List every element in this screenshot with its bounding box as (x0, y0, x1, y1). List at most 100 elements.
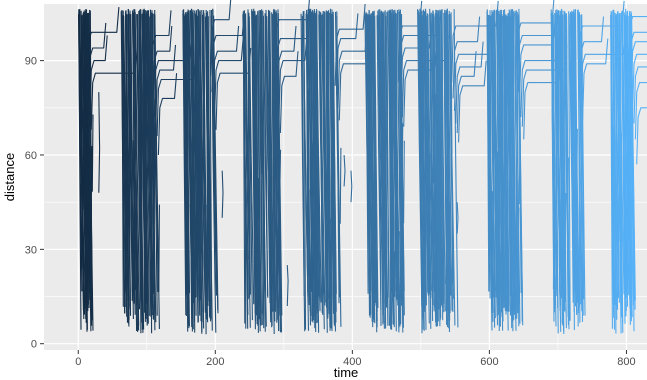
series-line (138, 11, 142, 334)
series-line (332, 15, 337, 294)
series-line (514, 10, 518, 314)
series-line (199, 14, 205, 329)
series-line (183, 14, 189, 325)
series-line (376, 15, 382, 311)
series-line (251, 8, 256, 304)
series-line (187, 11, 194, 330)
y-tick-label: 60 (25, 150, 37, 162)
series-line (262, 15, 269, 298)
series-line (488, 217, 491, 266)
series-line (269, 10, 274, 312)
series-line (277, 25, 297, 108)
series-line (426, 13, 432, 298)
series-line (572, 14, 578, 303)
series-line (336, 13, 359, 96)
series-line (403, 44, 438, 127)
series-lines (77, 0, 647, 335)
series-line (446, 9, 451, 314)
series-line (266, 16, 273, 311)
y-tick-labels: 0 30 60 90 (25, 56, 37, 351)
series-line (157, 73, 178, 156)
series-line (381, 12, 387, 303)
series-line (202, 110, 205, 192)
series-line (301, 15, 305, 297)
x-tick-labels: 0 200 400 600 800 (75, 356, 635, 368)
series-line (435, 9, 440, 310)
series-line (486, 9, 490, 292)
series-line (140, 13, 143, 330)
series-line (456, 51, 477, 134)
series-line (152, 25, 173, 108)
series-line (448, 10, 454, 299)
series-line (569, 11, 575, 298)
series-line (257, 12, 261, 321)
series-line (313, 14, 319, 301)
series-line (612, 9, 616, 306)
series-line (331, 15, 336, 325)
series-line (458, 60, 487, 143)
series-line (499, 14, 504, 297)
series-line (439, 9, 443, 292)
series-line (561, 9, 567, 329)
series-line (244, 14, 251, 328)
series-line (564, 13, 569, 318)
series-line (619, 13, 625, 295)
series-line (185, 16, 189, 301)
series-line (350, 170, 353, 203)
series-line (579, 16, 605, 99)
series-line (632, 53, 647, 111)
series-line (506, 16, 512, 316)
series-line (195, 13, 200, 303)
series-line (369, 15, 375, 321)
series-line (623, 12, 627, 298)
series-line (123, 15, 130, 327)
series-line (615, 94, 618, 187)
series-line (383, 12, 389, 326)
y-axis-title: distance (2, 153, 17, 201)
series-line (278, 35, 308, 118)
series-line (126, 13, 130, 301)
series-line (322, 13, 329, 311)
series-line (502, 176, 504, 239)
series-line (205, 13, 211, 317)
series-line (210, 15, 217, 333)
series-line (128, 15, 134, 301)
series-line (261, 9, 265, 329)
series-line (192, 14, 197, 316)
y-tick-label: 30 (25, 244, 37, 256)
series-line (456, 202, 459, 234)
series-line (437, 10, 442, 294)
series-line (401, 123, 404, 173)
series-line (85, 9, 90, 300)
series-line (261, 113, 263, 175)
series-line (212, 25, 240, 108)
series-line (134, 12, 141, 310)
series-line (257, 252, 259, 295)
series-line (491, 10, 496, 328)
series-line (78, 13, 84, 311)
series-line (265, 13, 272, 323)
series-line (272, 13, 277, 312)
series-line (389, 12, 393, 293)
series-line (512, 11, 518, 319)
series-line (127, 14, 132, 316)
series-line (510, 9, 515, 304)
series-line (374, 15, 379, 309)
series-line (209, 0, 232, 77)
series-line (625, 8, 629, 296)
series-line (149, 76, 152, 218)
series-line (615, 15, 620, 303)
x-axis-title: time (334, 365, 359, 380)
x-tick-label: 400 (343, 356, 361, 368)
series-line (447, 14, 453, 311)
series-line (81, 107, 84, 269)
series-line (627, 16, 647, 74)
series-line (390, 9, 394, 302)
series-line (417, 9, 423, 307)
series-line (488, 15, 493, 314)
series-line (186, 11, 191, 294)
series-line (269, 176, 272, 219)
series-line (390, 12, 396, 297)
series-line (309, 8, 314, 308)
